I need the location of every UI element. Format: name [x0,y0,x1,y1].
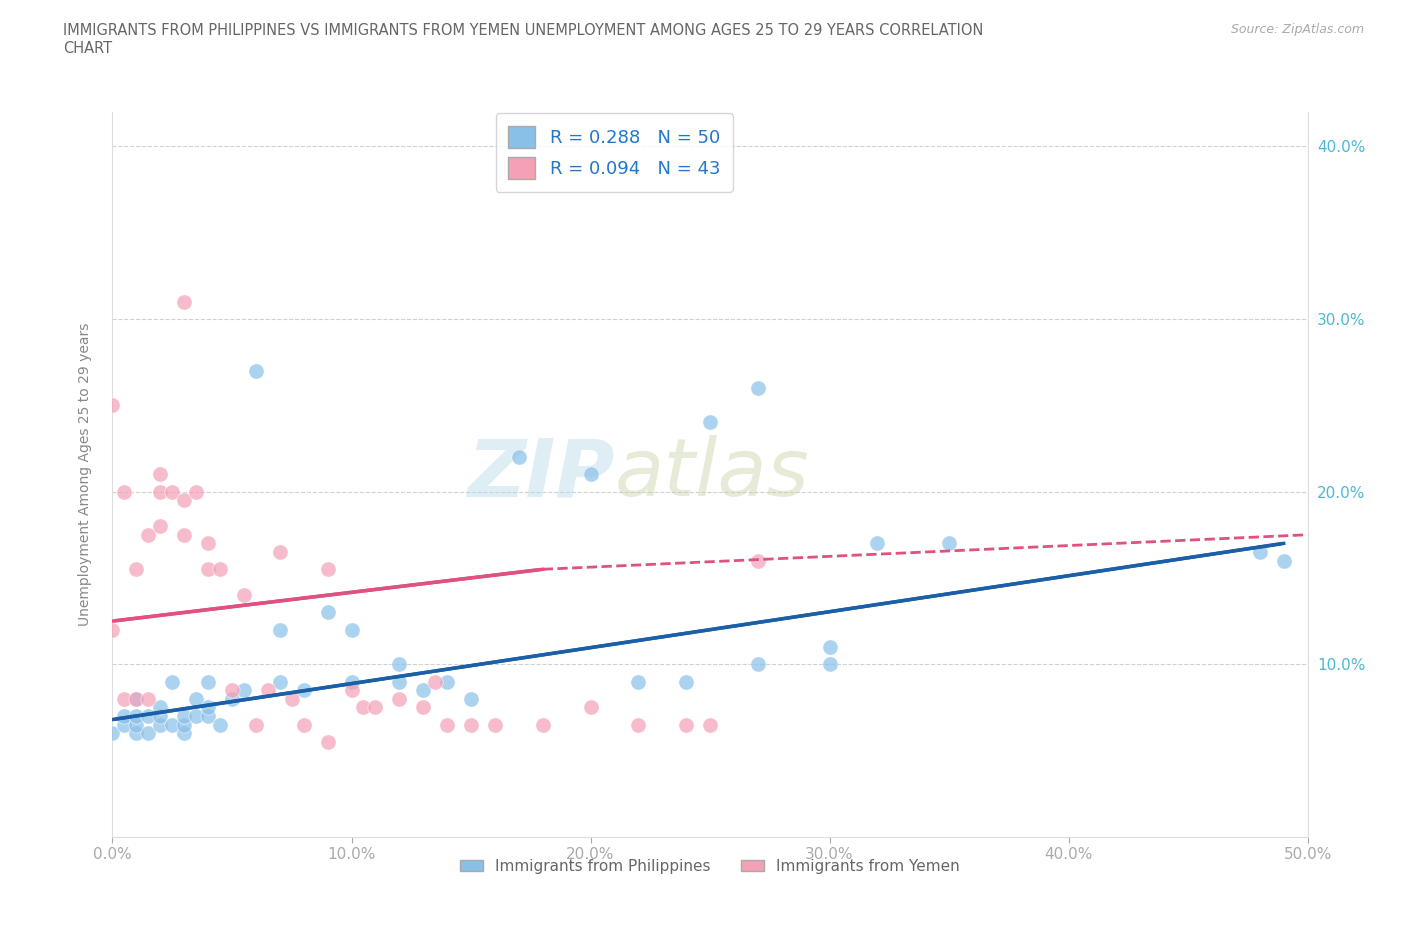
Point [747,553,769,568]
Point [149,700,172,715]
Point [388,657,411,671]
Point [425,674,447,689]
Point [316,735,339,750]
Point [101,398,124,413]
Point [125,562,148,577]
Point [269,622,291,637]
Point [340,622,363,637]
Point [138,709,160,724]
Point [257,683,280,698]
Point [149,709,172,724]
Y-axis label: Unemployment Among Ages 25 to 29 years: Unemployment Among Ages 25 to 29 years [77,323,91,626]
Point [221,691,243,706]
Point [173,709,195,724]
Text: atlas: atlas [614,435,810,513]
Point [197,700,219,715]
Point [221,683,243,698]
Point [938,536,960,551]
Point [460,717,482,732]
Point [173,493,195,508]
Point [162,717,183,732]
Point [125,726,148,741]
Legend: Immigrants from Philippines, Immigrants from Yemen: Immigrants from Philippines, Immigrants … [454,853,966,880]
Point [125,717,148,732]
Point [162,674,183,689]
Point [197,562,219,577]
Point [292,683,315,698]
Point [747,380,769,395]
Point [316,605,339,620]
Point [316,562,339,577]
Point [269,674,291,689]
Point [114,691,135,706]
Point [149,519,172,534]
Point [162,485,183,499]
Point [340,674,363,689]
Point [173,527,195,542]
Point [245,364,267,379]
Point [186,485,208,499]
Point [138,726,160,741]
Point [460,691,482,706]
Point [352,700,374,715]
Point [436,717,458,732]
Point [292,717,315,732]
Text: Source: ZipAtlas.com: Source: ZipAtlas.com [1230,23,1364,36]
Point [364,700,387,715]
Point [173,726,195,741]
Text: IMMIGRANTS FROM PHILIPPINES VS IMMIGRANTS FROM YEMEN UNEMPLOYMENT AMONG AGES 25 : IMMIGRANTS FROM PHILIPPINES VS IMMIGRANT… [63,23,984,56]
Point [101,622,124,637]
Point [340,683,363,698]
Point [114,485,135,499]
Point [818,657,841,671]
Point [1272,553,1295,568]
Point [412,683,434,698]
Point [675,717,697,732]
Text: ZIP: ZIP [467,435,614,513]
Point [138,691,160,706]
Point [233,588,256,603]
Point [114,717,135,732]
Point [531,717,554,732]
Point [125,691,148,706]
Point [173,717,195,732]
Point [149,467,172,482]
Point [125,709,148,724]
Point [627,717,650,732]
Point [484,717,506,732]
Point [747,657,769,671]
Point [149,485,172,499]
Point [269,545,291,560]
Point [579,700,602,715]
Point [818,640,841,655]
Point [436,674,458,689]
Point [149,717,172,732]
Point [186,691,208,706]
Point [173,294,195,309]
Point [114,709,135,724]
Point [412,700,434,715]
Point [125,691,148,706]
Point [388,674,411,689]
Point [209,717,232,732]
Point [101,726,124,741]
Point [1249,545,1271,560]
Point [627,674,650,689]
Point [675,674,697,689]
Point [197,674,219,689]
Point [233,683,256,698]
Point [579,467,602,482]
Point [197,709,219,724]
Point [245,717,267,732]
Point [866,536,889,551]
Point [281,691,304,706]
Point [699,415,721,430]
Point [138,527,160,542]
Point [388,691,411,706]
Point [186,709,208,724]
Point [209,562,232,577]
Point [508,449,530,464]
Point [197,536,219,551]
Point [699,717,721,732]
